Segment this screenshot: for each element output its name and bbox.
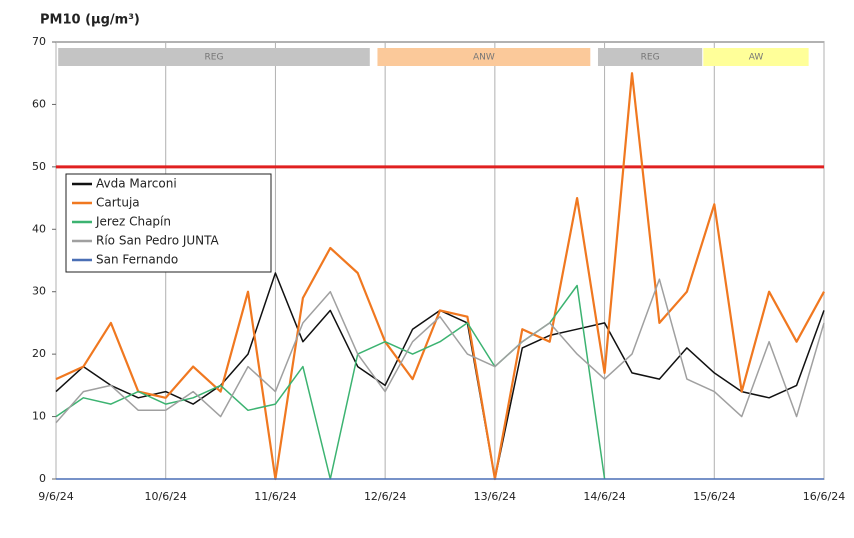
episode-band <box>58 48 370 66</box>
episode-label: AW <box>749 53 764 63</box>
episode-label: REG <box>205 53 224 63</box>
x-tick-label: 12/6/24 <box>364 490 406 503</box>
episode-label: REG <box>641 53 660 63</box>
x-tick-label: 13/6/24 <box>474 490 516 503</box>
legend-label: Cartuja <box>96 196 140 210</box>
y-tick-label: 10 <box>32 410 46 423</box>
legend-label: Jerez Chapín <box>95 215 171 229</box>
y-tick-label: 20 <box>32 347 46 360</box>
y-tick-label: 50 <box>32 160 46 173</box>
legend-box <box>65 173 272 273</box>
episode-band <box>703 48 809 66</box>
episode-band <box>597 48 703 66</box>
legend-label: Avda Marconi <box>96 177 177 191</box>
chart-title: PM10 (µg/m³) <box>40 13 140 28</box>
episode-label: ANW <box>473 53 495 63</box>
x-tick-label: 16/6/24 <box>803 490 845 503</box>
legend-label: Río San Pedro JUNTA <box>96 234 220 248</box>
x-tick-label: 14/6/24 <box>583 490 625 503</box>
y-tick-label: 30 <box>32 285 46 298</box>
series-line <box>55 72 825 481</box>
x-tick-label: 9/6/24 <box>38 490 73 503</box>
x-tick-label: 11/6/24 <box>254 490 296 503</box>
y-tick-label: 0 <box>39 472 46 485</box>
x-tick-label: 15/6/24 <box>693 490 735 503</box>
episode-band <box>377 48 591 66</box>
series-line <box>55 278 825 424</box>
x-tick-label: 10/6/24 <box>145 490 187 503</box>
y-tick-label: 60 <box>32 97 46 110</box>
y-tick-label: 40 <box>32 222 46 235</box>
y-tick-label: 70 <box>32 35 46 48</box>
legend-label: San Fernando <box>96 253 178 267</box>
